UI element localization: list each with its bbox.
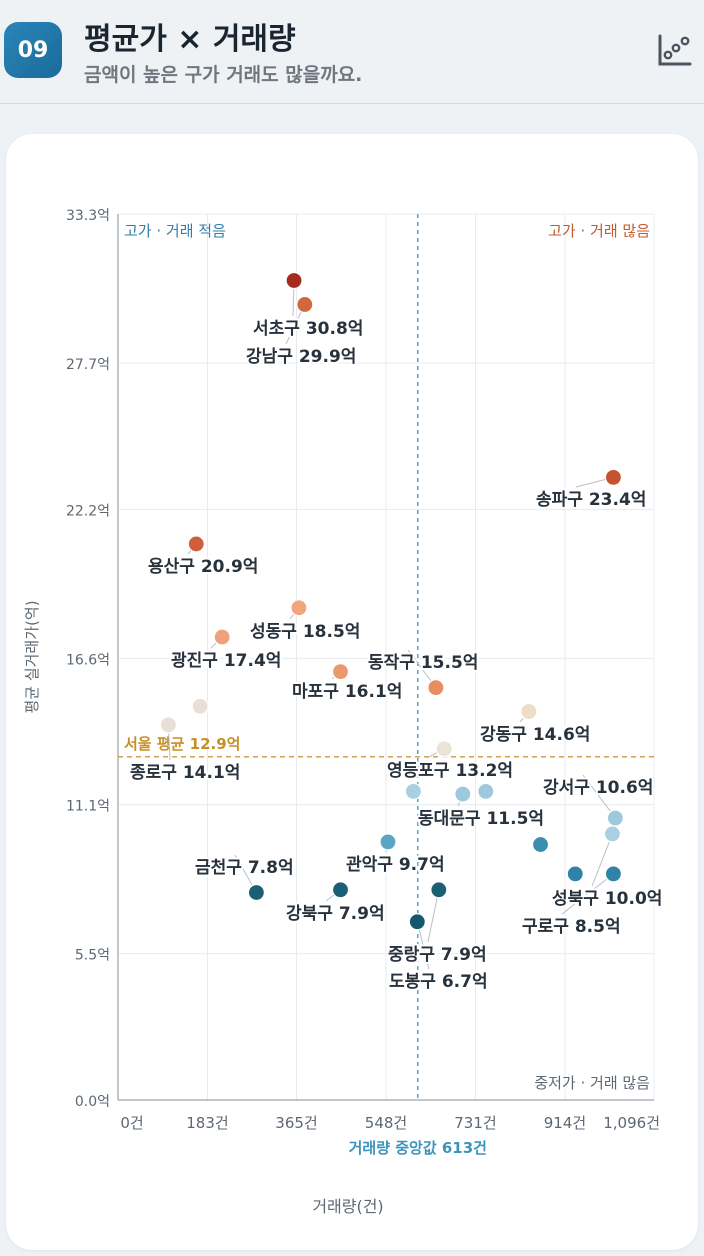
data-label: 중랑구 7.9억	[388, 945, 487, 965]
data-label: 도봉구 6.7억	[389, 972, 488, 992]
leader-line	[582, 774, 616, 819]
quadrant-label-bottom-right: 중저가 · 거래 많음	[534, 1074, 650, 1092]
y-tick-label: 27.7억	[66, 357, 110, 373]
data-label: 관악구 9.7억	[346, 855, 445, 875]
quadrant-label-top-left: 고가 · 거래 적음	[124, 222, 226, 240]
data-point	[604, 865, 623, 883]
data-point	[247, 883, 266, 902]
data-point	[404, 782, 422, 800]
data-label: 광진구 17.4억	[171, 651, 281, 671]
data-label: 강동구 14.6억	[480, 725, 590, 745]
header-divider	[0, 103, 704, 104]
y-tick-label: 11.1억	[66, 799, 110, 815]
data-label: 종로구 14.1억	[130, 763, 240, 783]
scatter-chart-icon[interactable]	[654, 30, 694, 70]
scatter-plot: 33.3억 27.7억 22.2억 16.6억 11.1억 5.5억 0.0억 0건 183건 3…	[23, 208, 664, 1216]
y-tick-label: 5.5억	[75, 948, 110, 964]
data-point	[290, 599, 308, 617]
data-point	[187, 535, 205, 553]
x-axis-title: 거래량(건)	[312, 1197, 383, 1216]
data-label: 마포구 16.1억	[292, 682, 402, 702]
x-tick-label: 731건	[454, 1114, 496, 1132]
data-point	[427, 678, 445, 697]
data-point	[331, 663, 350, 681]
x-tick-label: 914건	[544, 1114, 586, 1132]
data-point	[296, 295, 314, 314]
data-point	[566, 865, 584, 883]
data-point	[159, 716, 177, 734]
data-label: 성북구 10.0억	[552, 889, 662, 909]
reference-lines: 거래량 중앙값 613건 서울 평균 12.9억 고가 · 거래 적음 고가 · 거래…	[118, 214, 654, 1157]
data-label: 영등포구 13.2억	[387, 761, 513, 781]
data-label: 금천구 7.8억	[195, 858, 294, 878]
axis-layer: 33.3억 27.7억 22.2억 16.6억 11.1억 5.5억 0.0억 0건 183건 3…	[23, 208, 660, 1216]
data-label: 용산구 20.9억	[148, 557, 258, 577]
data-point	[604, 468, 623, 487]
data-label: 동대문구 11.5억	[418, 809, 544, 829]
average-label: 서울 평균 12.9억	[124, 735, 240, 753]
page-subtitle: 금액이 높은 구가 거래도 많을까요.	[84, 64, 363, 86]
leader-line	[561, 873, 614, 915]
data-label: 송파구 23.4억	[536, 490, 646, 510]
data-point	[531, 835, 550, 854]
leader-line	[427, 889, 440, 943]
data-point	[606, 809, 624, 827]
x-tick-label: 365건	[275, 1114, 317, 1132]
data-point	[520, 702, 538, 721]
y-axis-title: 평균 실거래가(억)	[23, 600, 41, 713]
data-point	[191, 697, 209, 715]
data-point	[430, 881, 448, 899]
header: 09 평균가 × 거래량 금액이 높은 구가 거래도 많을까요.	[0, 0, 704, 104]
data-point	[331, 881, 350, 899]
data-label: 강서구 10.6억	[543, 778, 653, 798]
data-label: 성동구 18.5억	[250, 622, 360, 642]
y-tick-label: 0.0억	[75, 1094, 110, 1110]
quadrant-label-top-right: 고가 · 거래 많음	[548, 222, 650, 240]
median-label: 거래량 중앙값 613건	[349, 1139, 487, 1157]
chart-card: 33.3억 27.7억 22.2억 16.6억 11.1억 5.5억 0.0억 0건 183건 3…	[6, 134, 698, 1250]
data-label: 강남구 29.9억	[246, 347, 356, 367]
data-point	[379, 833, 397, 851]
x-tick-label: 1,096건	[603, 1114, 660, 1132]
data-label: 강북구 7.9억	[286, 904, 385, 924]
data-point	[213, 628, 231, 646]
data-point	[435, 740, 453, 758]
data-point	[408, 913, 426, 931]
data-point	[603, 825, 622, 843]
y-tick-label: 22.2억	[66, 503, 110, 519]
data-points	[159, 271, 624, 931]
section-badge: 09	[4, 22, 62, 78]
data-point	[285, 271, 303, 290]
data-point	[477, 782, 495, 800]
x-tick-label: 0건	[120, 1114, 143, 1132]
y-tick-label: 16.6억	[66, 652, 110, 668]
data-point	[454, 785, 472, 803]
data-label: 서초구 30.8억	[253, 319, 363, 339]
x-tick-label: 183건	[186, 1114, 228, 1132]
page-title: 평균가 × 거래량	[84, 22, 296, 57]
data-label: 동작구 15.5억	[368, 653, 478, 673]
y-tick-label: 33.3억	[66, 208, 110, 224]
leader-line	[591, 833, 613, 887]
data-label: 구로구 8.5억	[522, 917, 621, 937]
grid-layer	[117, 213, 655, 1101]
x-tick-label: 548건	[365, 1114, 407, 1132]
